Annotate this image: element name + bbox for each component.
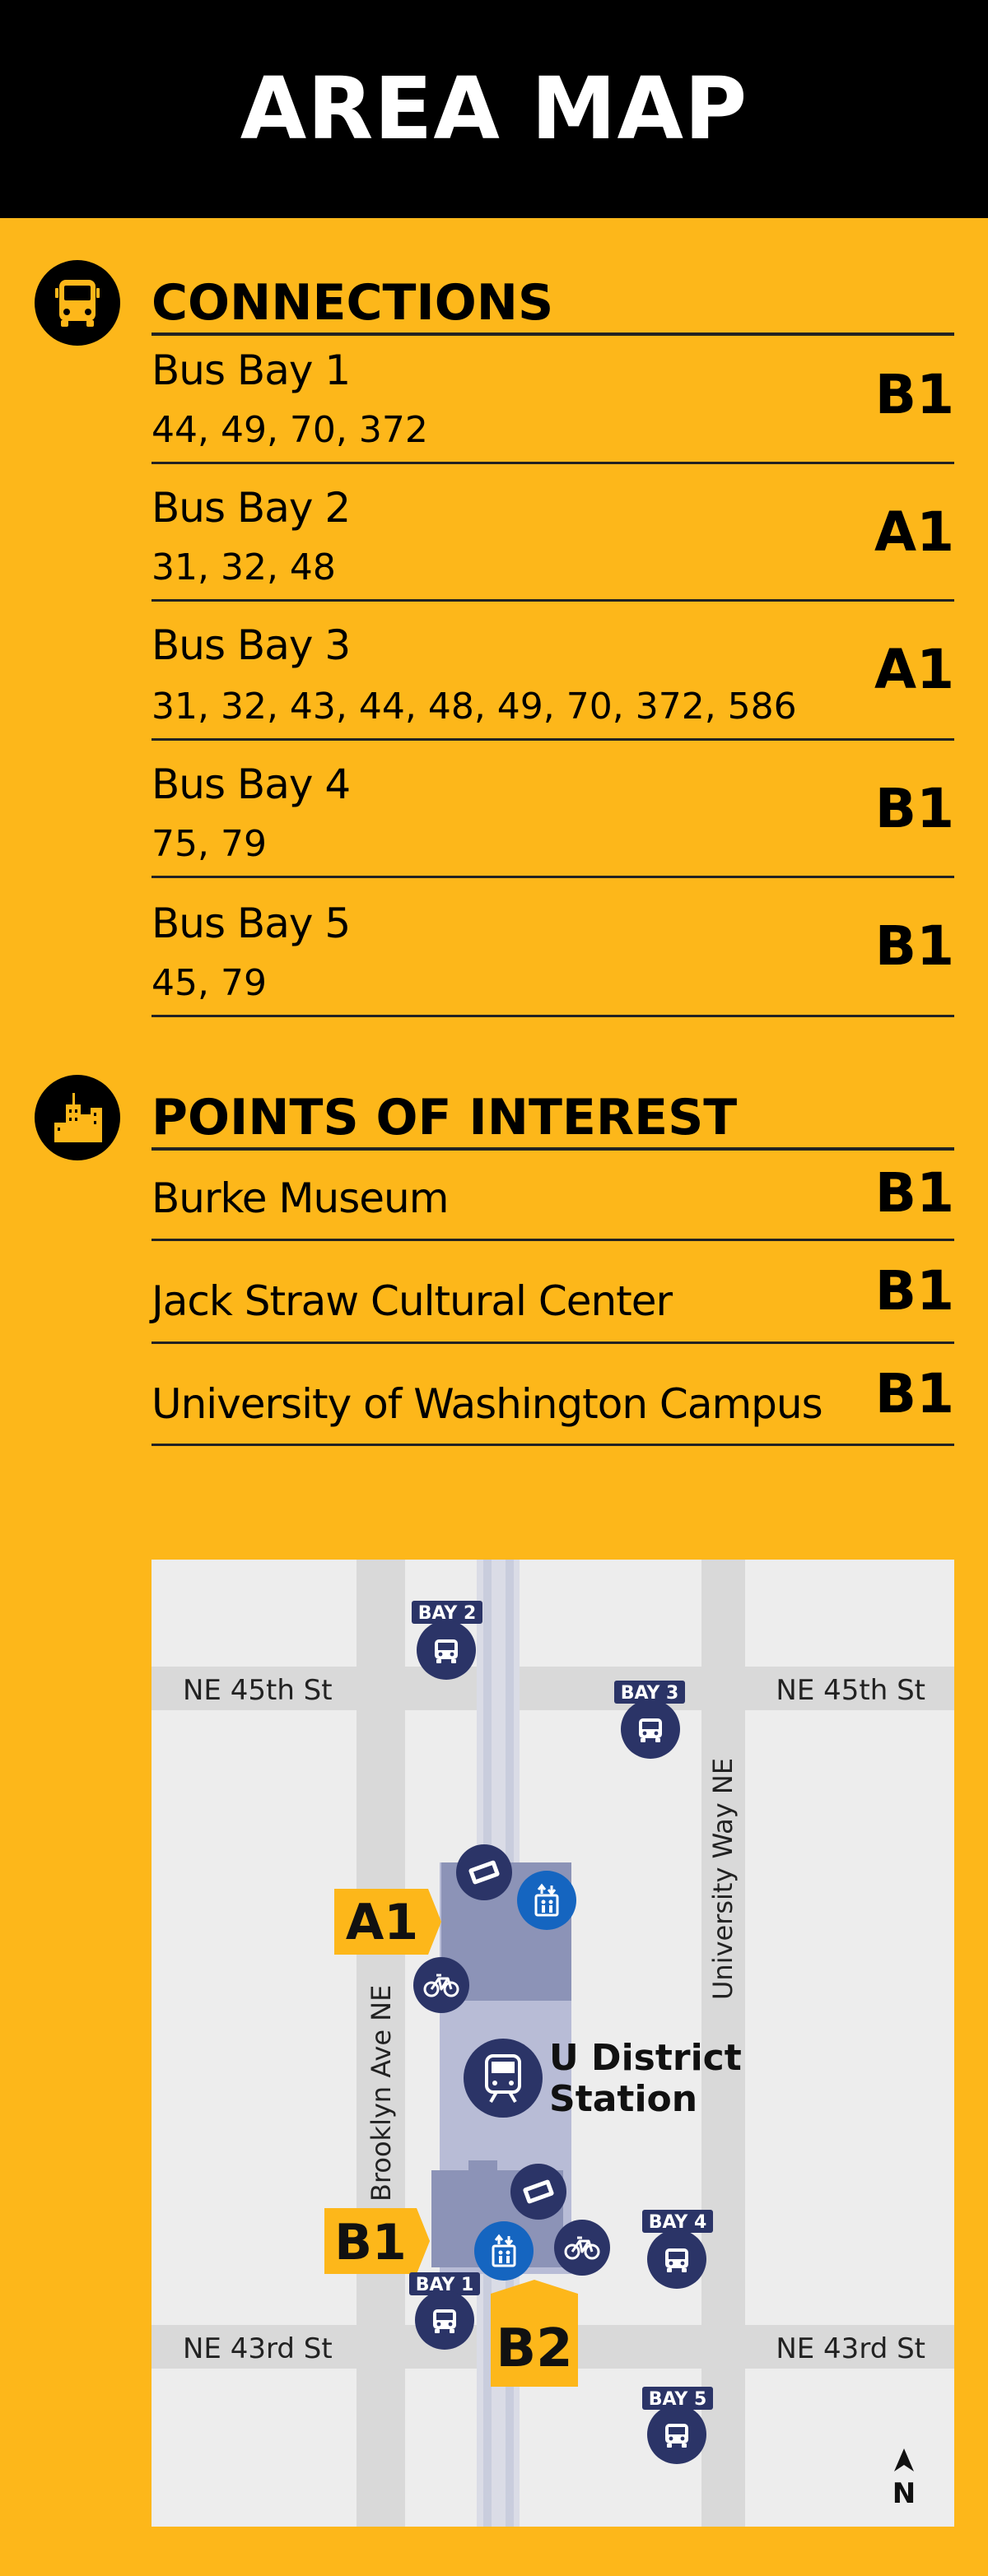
bus-bay-routes: 75, 79: [151, 823, 267, 865]
street-label: University Way NE: [707, 1758, 739, 2000]
poi-row: Burke Museum B1: [151, 1150, 954, 1241]
poi-row: Jack Straw Cultural Center B1: [151, 1241, 954, 1344]
bus-bay-routes: 31, 32, 48: [151, 546, 336, 588]
bus-bay-row: Bus Bay 5 45, 79 B1: [151, 878, 954, 1017]
bus-bay-4-marker: BAY 4: [642, 2210, 713, 2289]
entrance-b2-flag: [491, 2280, 578, 2387]
bus-bay-row: Bus Bay 4 75, 79 B1: [151, 741, 954, 878]
bus-bay-row: Bus Bay 3 31, 32, 43, 44, 48, 49, 70, 37…: [151, 602, 954, 741]
poi-name: University of Washington Campus: [151, 1380, 823, 1428]
bus-bay-name: Bus Bay 3: [151, 621, 351, 669]
bay-label: BAY 4: [649, 2212, 707, 2233]
header-bar: AREA MAP: [0, 0, 988, 218]
ticket-vending-icon: [456, 1844, 512, 1900]
street-label: Brooklyn Ave NE: [366, 1985, 397, 2202]
elevator-icon: [474, 2221, 534, 2281]
elevator-icon: [517, 1871, 576, 1930]
bus-bay-routes: 31, 32, 43, 44, 48, 49, 70, 372, 586: [151, 686, 797, 728]
entrance-code: B1: [874, 1161, 954, 1225]
entrance-code: A1: [874, 500, 954, 564]
entrance-label: A1: [346, 1894, 418, 1951]
station-name: U District: [549, 2037, 742, 2079]
bus-bay-2-marker: BAY 2: [412, 1601, 482, 1680]
bus-bay-name: Bus Bay 5: [151, 900, 351, 947]
street-university-way: [701, 1560, 745, 2527]
entrance-label: B1: [334, 2214, 406, 2271]
connections-title: CONNECTIONS: [151, 270, 954, 336]
bus-bay-name: Bus Bay 1: [151, 346, 351, 394]
entrance-code: B1: [874, 1362, 954, 1425]
entrance-code: B1: [874, 914, 954, 978]
bus-bay-row: Bus Bay 1 44, 49, 70, 372 B1: [151, 335, 954, 464]
area-map: NE 45th St NE 45th St NE 43rd St NE 43rd…: [151, 1560, 954, 2527]
bus-bay-name: Bus Bay 4: [151, 760, 351, 808]
poi-name: Jack Straw Cultural Center: [151, 1277, 673, 1325]
street-label: NE 45th St: [183, 1674, 333, 1707]
bus-icon: [35, 260, 120, 346]
entrance-b1-flag: [324, 2208, 430, 2274]
entrance-label: B2: [496, 2318, 572, 2379]
ticket-vending-icon: [510, 2164, 566, 2220]
bus-bay-1-marker: BAY 1: [409, 2272, 480, 2350]
entrance-code: B1: [874, 777, 954, 840]
poi-title: POINTS OF INTEREST: [151, 1085, 954, 1151]
bus-bay-routes: 45, 79: [151, 962, 267, 1004]
north-label: N: [892, 2477, 916, 2510]
bus-bay-row: Bus Bay 2 31, 32, 48 A1: [151, 464, 954, 602]
entrance-a1-flag: [334, 1889, 441, 1955]
poi-name: Burke Museum: [151, 1174, 449, 1222]
city-buildings-icon: [35, 1075, 120, 1160]
entrance-code: B1: [874, 363, 954, 426]
bay-label: BAY 2: [418, 1603, 477, 1624]
page-title: AREA MAP: [240, 58, 748, 159]
bike-parking-icon: [554, 2220, 610, 2276]
street-brooklyn-ave: [357, 1560, 405, 2527]
bus-bay-routes: 44, 49, 70, 372: [151, 409, 428, 451]
entrance-code: A1: [874, 638, 954, 701]
poi-row: University of Washington Campus B1: [151, 1344, 954, 1446]
bus-bay-5-marker: BAY 5: [642, 2387, 713, 2464]
bus-bay-3-marker: BAY 3: [614, 1681, 685, 1759]
street-ne-45th: [151, 1667, 954, 1710]
north-arrow-icon: N: [892, 2448, 916, 2510]
street-label: NE 45th St: [776, 1674, 925, 1707]
station-name: Station: [549, 2078, 697, 2120]
street-label: NE 43rd St: [183, 2332, 333, 2365]
light-rail-icon: [464, 2039, 543, 2118]
bus-bay-name: Bus Bay 2: [151, 484, 351, 532]
street-label: NE 43rd St: [776, 2332, 925, 2365]
entrance-code: B1: [874, 1259, 954, 1323]
bike-parking-icon: [413, 1957, 469, 2013]
